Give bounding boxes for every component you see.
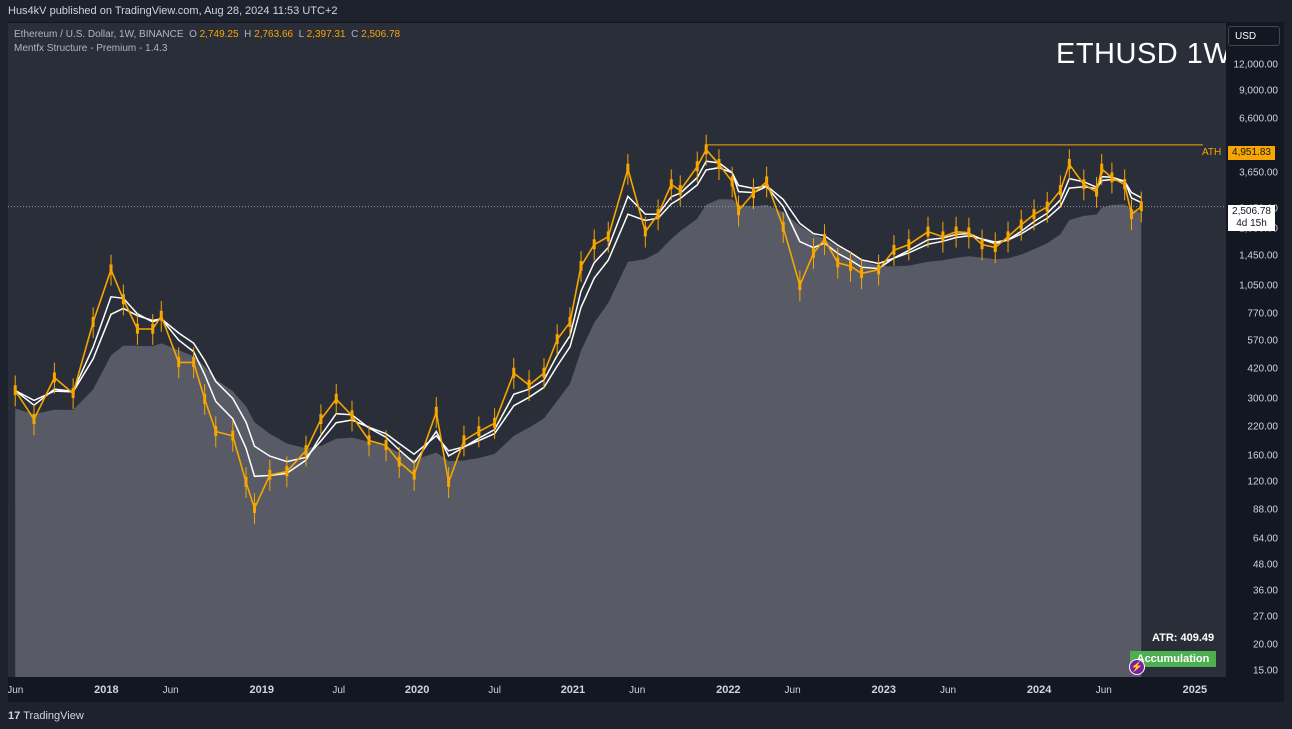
- symbol-name: Ethereum / U.S. Dollar, 1W, BINANCE: [14, 29, 184, 40]
- high-label: H: [244, 29, 252, 40]
- y-tick-label: 12,000.00: [1233, 59, 1279, 71]
- x-tick-label: 2019: [249, 684, 273, 696]
- ema-slow-line: [14, 166, 1142, 463]
- x-tick-label: 2024: [1027, 684, 1052, 696]
- time-axis[interactable]: Jun 2018 Jun 2019 Jul 2020 Jul 2021 Jun 2022 Jun 20…: [8, 677, 1226, 702]
- y-tick-label: 1,050.00: [1239, 280, 1278, 292]
- symbol-line: Ethereum / U.S. Dollar, 1W, BINANCE O 2,…: [14, 28, 400, 42]
- x-tick-label: 2025: [1183, 684, 1207, 696]
- y-tick-label: 88.00: [1252, 504, 1278, 516]
- y-tick-label: 48.00: [1252, 559, 1278, 571]
- x-tick-label: Jun: [163, 685, 179, 696]
- price-axis[interactable]: 16,000.0012,000.009,000.006,600.003,650.…: [1226, 23, 1284, 677]
- x-tick-label: 2023: [871, 684, 895, 696]
- x-tick-label: Jul: [488, 685, 501, 696]
- publish-info: Hus4kV published on TradingView.com, Aug…: [8, 5, 338, 17]
- y-tick-label: 3,650.00: [1239, 167, 1278, 179]
- low-label: L: [298, 29, 304, 40]
- y-tick-label: 15.00: [1252, 665, 1278, 677]
- y-tick-label: 9,000.00: [1239, 85, 1278, 97]
- accumulation-badge: Accumulation: [1130, 651, 1216, 667]
- open-label: O: [189, 29, 197, 40]
- ema-fast-line: [14, 160, 1142, 478]
- footer-bar: 17 TradingView: [0, 702, 1292, 729]
- tradingview-logo[interactable]: 17 TradingView: [8, 710, 84, 722]
- tv-mark-icon: 17: [8, 710, 21, 722]
- y-tick-label: 420.00: [1247, 363, 1278, 375]
- x-tick-label: Jun: [629, 685, 645, 696]
- price-line: [14, 148, 1142, 511]
- currency-button[interactable]: USD: [1228, 26, 1280, 46]
- last-price-tag: 2,506.78 4d 15h: [1228, 205, 1275, 231]
- price-candle-body: [1139, 201, 1143, 212]
- x-tick-label: Jun: [1096, 685, 1112, 696]
- x-tick-label: 2020: [405, 684, 429, 696]
- y-tick-label: 6,600.00: [1239, 113, 1278, 125]
- x-tick-label: Jun: [785, 685, 801, 696]
- y-tick-label: 570.00: [1247, 335, 1278, 347]
- lightning-icon[interactable]: ⚡: [1129, 659, 1145, 675]
- chart-title: ETHUSD 1W: [1056, 38, 1232, 70]
- x-tick-label: 2021: [561, 684, 585, 696]
- low-value: 2,397.31: [306, 29, 346, 40]
- y-tick-label: 120.00: [1247, 476, 1278, 488]
- close-label: C: [351, 29, 359, 40]
- x-tick-label: Jul: [332, 685, 345, 696]
- atr-readout: ATR: 409.49: [1152, 632, 1215, 644]
- x-tick-label: Jun: [940, 685, 956, 696]
- x-tick-label: 2022: [716, 684, 740, 696]
- indicator-name: Mentfx Structure - Premium - 1.4.3: [14, 43, 168, 54]
- y-tick-label: 1,450.00: [1239, 250, 1278, 262]
- time-axis-svg: Jun 2018 Jun 2019 Jul 2020 Jul 2021 Jun 2022 Jun 20…: [8, 684, 1207, 696]
- ath-price-tag: 4,951.83: [1228, 146, 1275, 160]
- y-tick-label: 36.00: [1252, 585, 1278, 597]
- last-price: 2,506.78: [1232, 206, 1271, 217]
- y-tick-label: 160.00: [1247, 450, 1278, 462]
- y-tick-label: 64.00: [1252, 533, 1278, 545]
- bar-countdown: 4d 15h: [1236, 218, 1267, 229]
- chart-legend: Ethereum / U.S. Dollar, 1W, BINANCE O 2,…: [14, 28, 400, 56]
- publish-bar: Hus4kV published on TradingView.com, Aug…: [0, 0, 1292, 22]
- y-tick-label: 20.00: [1252, 639, 1278, 651]
- brand-name: TradingView: [23, 710, 84, 722]
- y-tick-label: 300.00: [1247, 393, 1278, 405]
- x-tick-label: 2018: [94, 684, 118, 696]
- price-chart-svg: [8, 134, 1226, 677]
- y-tick-label: 27.00: [1252, 611, 1278, 623]
- price-candle-body: [13, 385, 17, 396]
- x-tick-label: Jun: [8, 685, 23, 696]
- y-tick-label: 220.00: [1247, 421, 1278, 433]
- y-tick-label: 770.00: [1247, 308, 1278, 320]
- open-value: 2,749.25: [199, 29, 239, 40]
- high-value: 2,763.66: [254, 29, 294, 40]
- volume-cloud: [15, 199, 1142, 677]
- ath-label: ATH: [1202, 147, 1222, 158]
- chart-plot-area[interactable]: [8, 23, 1226, 677]
- close-value: 2,506.78: [361, 29, 401, 40]
